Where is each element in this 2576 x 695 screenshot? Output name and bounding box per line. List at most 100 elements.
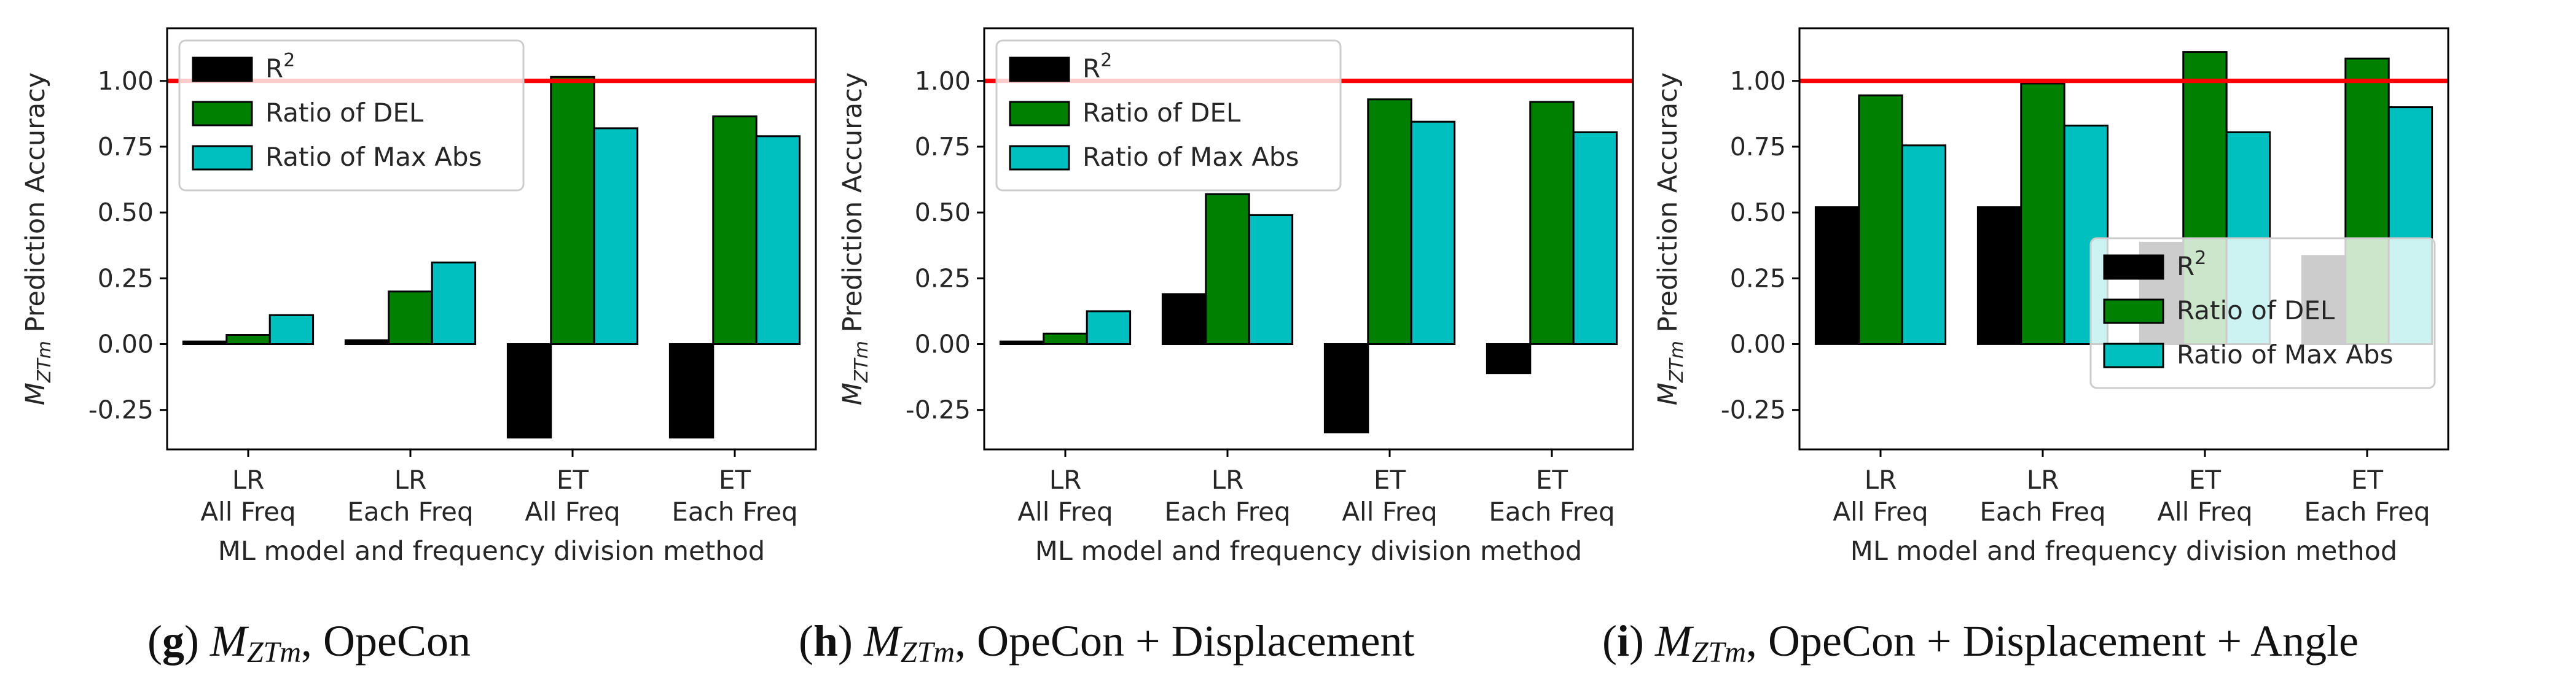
caption-letter: h [813, 616, 838, 666]
bar-del-2 [2020, 82, 2065, 345]
legend: R2 Ratio of DEL Ratio of Max Abs [178, 39, 525, 192]
x-tick-label: ET All Freq [2157, 465, 2252, 527]
caption-paren: ( [799, 616, 813, 666]
y-axis-title: MZTm Prediction Accuracy [837, 72, 872, 405]
bar-del-1 [225, 334, 271, 345]
legend-label-maxabs: Ratio of Max Abs [265, 142, 482, 172]
x-tick-label-model: ET [557, 465, 589, 495]
caption-symbol: M [209, 616, 249, 666]
legend-label-text: Ratio of Max Abs [265, 142, 482, 172]
legend-box [2089, 237, 2436, 389]
caption-paren: ( [147, 616, 162, 666]
x-tick-label: ET Each Freq [1489, 465, 1615, 527]
caption-subscript: ZTm [247, 636, 301, 669]
legend-label-r2: R2 [2177, 247, 2206, 281]
x-axis-title: ML model and frequency division method [218, 536, 765, 567]
legend-label-text: Ratio of DEL [1082, 98, 1241, 128]
y-tick-label: 1.00 [915, 66, 971, 96]
x-tick-label: ET Each Freq [671, 465, 797, 527]
x-tick-label-model: ET [1374, 465, 1406, 495]
legend-label-r2: R2 [1082, 50, 1112, 83]
panel-caption: (g) MZTm, OpeCon [147, 616, 471, 669]
x-tick-label-model: LR [1865, 465, 1897, 495]
bar-del-2 [1205, 193, 1250, 345]
panel-caption: (h) MZTm, OpeCon + Displacement [799, 616, 1415, 669]
y-tick-label: -0.25 [88, 395, 154, 425]
x-tick-label-model: LR [2027, 465, 2059, 495]
legend-label-superscript: 2 [1100, 50, 1112, 71]
y-axis-title-text: Prediction Accuracy [837, 72, 868, 341]
legend-label-text: Ratio of DEL [265, 98, 424, 128]
bar-r2-2 [1976, 206, 2022, 345]
bar-del-1 [1043, 332, 1088, 345]
y-tick-label: 0.50 [1730, 198, 1786, 227]
legend-swatch-del [1009, 101, 1070, 126]
y-axis-title-subscript: ZTm [34, 341, 55, 383]
y-tick-label: -0.25 [906, 395, 971, 425]
y-tick-label: 0.75 [98, 132, 154, 161]
x-tick-label-model: LR [394, 465, 427, 495]
legend-swatch-del [2103, 298, 2164, 324]
bar-maxabs-3 [1410, 120, 1456, 345]
legend-label-maxabs: Ratio of Max Abs [2177, 340, 2393, 370]
legend: R2 Ratio of DEL Ratio of Max Abs [995, 39, 1342, 192]
bar-r2-1 [999, 340, 1045, 346]
bar-del-2 [388, 290, 433, 345]
legend: R2 Ratio of DEL Ratio of Max Abs [2089, 237, 2436, 389]
caption-symbol: M [863, 616, 903, 666]
bar-maxabs-1 [1901, 144, 1947, 346]
legend-label-base: R [265, 53, 283, 83]
y-tick-label: -0.25 [1721, 395, 1786, 425]
x-tick-label: LR Each Freq [1164, 465, 1290, 527]
x-tick-label-method: All Freq [1017, 497, 1113, 527]
bar-del-3 [1367, 98, 1412, 346]
legend-label-maxabs: Ratio of Max Abs [1082, 142, 1299, 172]
x-tick-label-method: Each Freq [1489, 497, 1615, 527]
legend-box [178, 39, 525, 192]
x-tick-label-model: LR [1212, 465, 1244, 495]
bar-maxabs-2 [431, 262, 477, 345]
y-axis-title-subscript: ZTm [851, 341, 872, 383]
bar-del-1 [1858, 94, 1903, 346]
caption-paren: ) [838, 616, 864, 666]
x-tick-label-method: Each Freq [347, 497, 473, 527]
legend-swatch-maxabs [192, 145, 253, 171]
y-axis-title-symbol: M [1653, 382, 1683, 405]
legend-label-del: Ratio of DEL [265, 98, 424, 128]
caption-text: , OpeCon + Displacement + Angle [1746, 616, 2359, 666]
legend-swatch-r2 [192, 56, 253, 82]
bar-r2-3 [506, 343, 552, 439]
y-tick-label: 0.50 [915, 198, 971, 227]
caption-subscript: ZTm [901, 636, 955, 669]
x-tick-label-method: Each Freq [671, 497, 797, 527]
bar-r2-4 [668, 343, 714, 439]
x-tick-label-model: LR [1049, 465, 1082, 495]
y-tick-label: 1.00 [1730, 66, 1786, 96]
bar-maxabs-4 [1572, 131, 1618, 345]
x-tick-label: ET Each Freq [2304, 465, 2430, 527]
plot-frame [983, 27, 1634, 451]
bar-maxabs-2 [1248, 214, 1294, 345]
y-axis-title: MZTm Prediction Accuracy [1653, 72, 1688, 405]
x-tick-label-method: All Freq [1833, 497, 1928, 527]
y-tick-label: 0.00 [1730, 330, 1786, 359]
y-tick-label: 1.00 [98, 66, 154, 96]
bar-del-4 [712, 115, 758, 345]
legend-label-del: Ratio of DEL [1082, 98, 1241, 128]
caption-paren: ) [1629, 616, 1655, 666]
x-tick-label-method: Each Freq [1164, 497, 1290, 527]
x-tick-label: ET All Freq [1342, 465, 1437, 527]
bar-maxabs-3 [593, 127, 639, 345]
legend-label-r2: R2 [265, 50, 295, 83]
panel-caption: (i) MZTm, OpeCon + Displacement + Angle [1602, 616, 2359, 669]
y-tick-label: 0.25 [1730, 263, 1786, 293]
legend-label-base: R [1082, 53, 1100, 83]
x-tick-label: LR All Freq [200, 465, 296, 527]
legend-label-superscript: 2 [283, 50, 295, 71]
plot-frame [166, 27, 817, 451]
y-tick-label: 0.00 [915, 330, 971, 359]
bar-r2-1 [182, 340, 228, 346]
bar-maxabs-1 [1086, 310, 1132, 345]
